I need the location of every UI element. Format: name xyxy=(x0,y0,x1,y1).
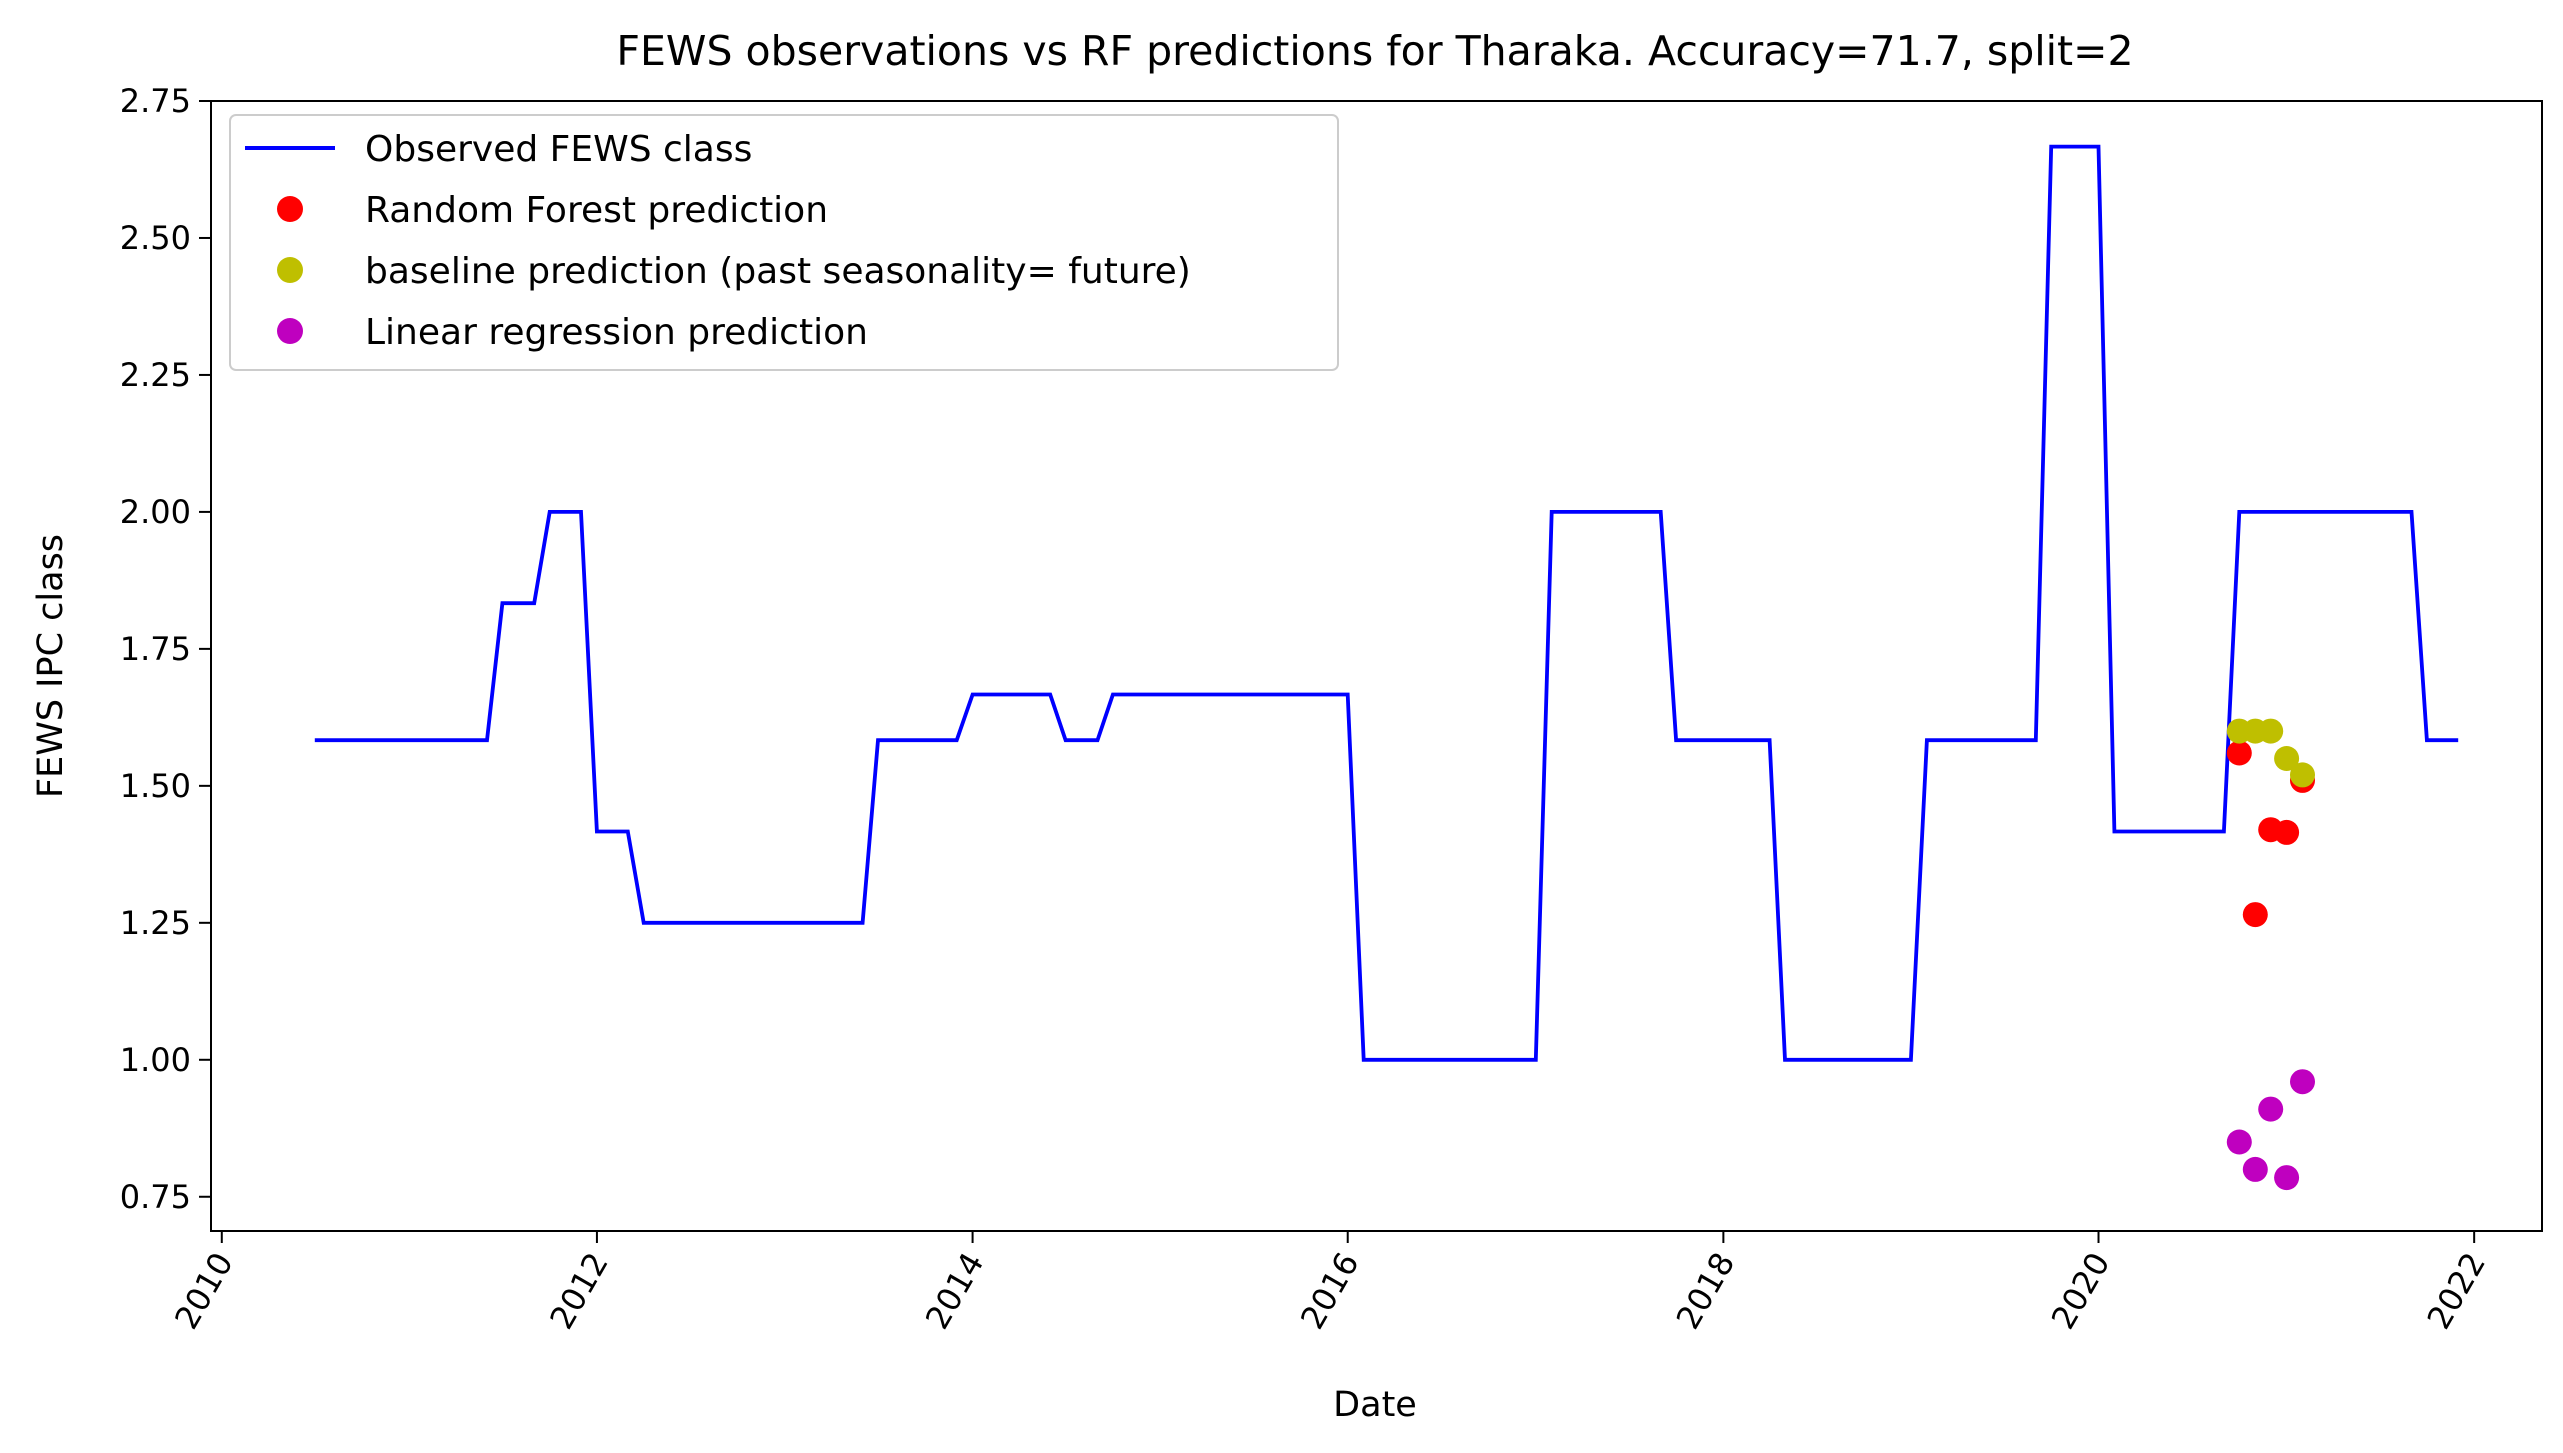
x-tick-label: 2018 xyxy=(1669,1246,1743,1336)
legend-frame xyxy=(229,114,1339,371)
y-tick-label: 1.50 xyxy=(120,767,191,805)
data-point-2-4 xyxy=(2290,762,2315,788)
legend-label: Observed FEWS class xyxy=(365,129,752,170)
legend-label: Random Forest prediction xyxy=(365,190,828,231)
y-tick-label: 2.25 xyxy=(120,356,191,394)
data-point-1-0 xyxy=(2226,740,2252,766)
legend-item-1: Random Forest prediction xyxy=(277,190,828,231)
y-axis: 0.75 1.00 1.25 1.50 1.75 2.00 2.25 2.50 2.75 xyxy=(120,82,211,1216)
x-tick-label: 2014 xyxy=(918,1246,992,1336)
series-0 xyxy=(314,144,2459,1062)
y-tick-label: 1.25 xyxy=(120,904,191,942)
data-point-3-1 xyxy=(2242,1156,2268,1182)
y-tick-label: 1.00 xyxy=(120,1041,191,1079)
x-tick-label: 2022 xyxy=(2419,1246,2493,1336)
x-tick-label: 2010 xyxy=(167,1246,241,1336)
legend-item-2: baseline prediction (past seasonality= f… xyxy=(277,251,1191,292)
data-point-3-2 xyxy=(2258,1096,2284,1122)
legend-label: baseline prediction (past seasonality= f… xyxy=(365,251,1191,292)
y-axis-label: FEWS IPC class xyxy=(31,534,71,798)
data-point-3-4 xyxy=(2290,1069,2315,1095)
legend-label: Linear regression prediction xyxy=(365,312,868,353)
x-tick-label: 2012 xyxy=(542,1246,616,1336)
y-tick-label: 2.50 xyxy=(120,219,191,257)
y-tick-label: 0.75 xyxy=(120,1178,191,1216)
legend-marker-swatch xyxy=(277,196,303,222)
legend-item-3: Linear regression prediction xyxy=(277,312,868,353)
data-point-2-2 xyxy=(2258,718,2284,744)
data-point-1-3 xyxy=(2274,819,2300,845)
legend-marker-swatch xyxy=(277,318,303,344)
data-point-2-3 xyxy=(2274,746,2300,771)
legend-marker-swatch xyxy=(277,257,303,283)
legend-item-0: Observed FEWS class xyxy=(245,129,752,170)
series-line-observed xyxy=(314,144,2459,1062)
series-layer xyxy=(314,144,2459,1191)
x-tick-label: 2020 xyxy=(2044,1246,2118,1336)
y-tick-label: 1.75 xyxy=(120,630,191,668)
data-point-1-1 xyxy=(2242,902,2268,928)
data-point-3-3 xyxy=(2274,1165,2300,1191)
x-tick-label: 2016 xyxy=(1293,1246,1367,1336)
x-axis: 2010 2012 2014 2016 2018 2020 2022 xyxy=(167,1231,2493,1336)
legend: Observed FEWS class Random Forest predict… xyxy=(229,114,1339,371)
y-tick-label: 2.75 xyxy=(120,82,191,120)
y-tick-label: 2.00 xyxy=(120,493,191,531)
data-point-3-0 xyxy=(2226,1129,2252,1155)
chart-title: FEWS observations vs RF predictions for … xyxy=(616,27,2133,75)
x-axis-label: Date xyxy=(1333,1385,1417,1425)
series-2 xyxy=(2226,718,2315,788)
series-3 xyxy=(2226,1069,2315,1191)
